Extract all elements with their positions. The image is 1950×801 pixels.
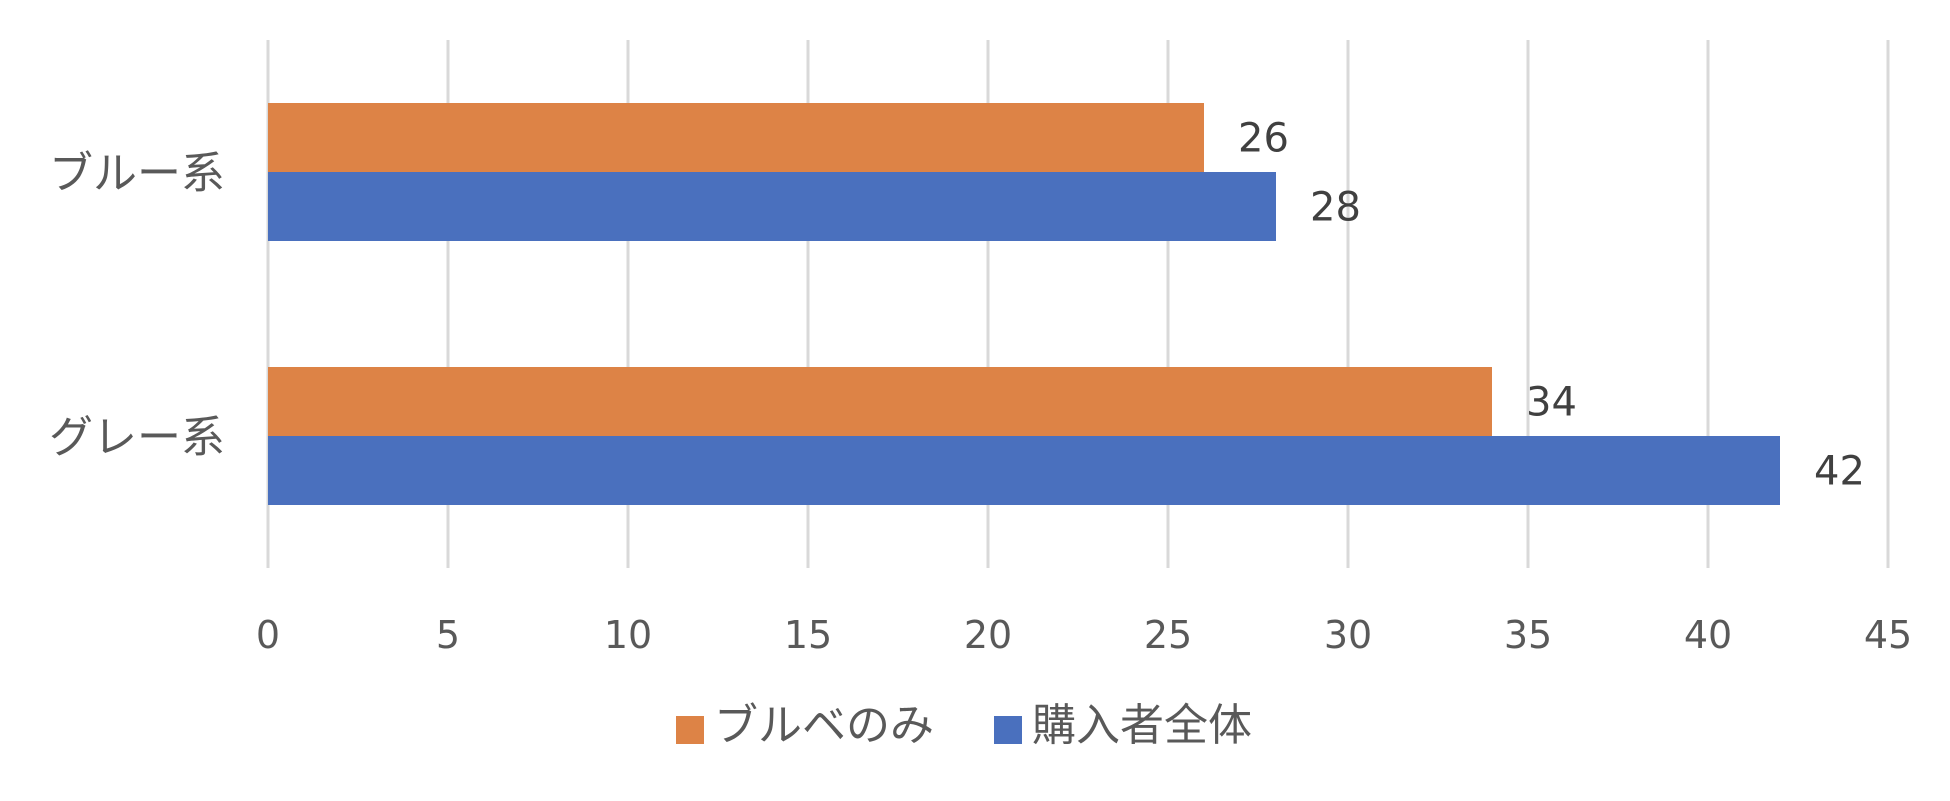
x-tick-label: 5 <box>436 613 460 657</box>
bar-series2-2 <box>268 436 1780 505</box>
data-label: 42 <box>1814 449 1865 495</box>
x-tick-label: 15 <box>784 613 832 657</box>
data-label: 34 <box>1526 380 1577 426</box>
x-tick-label: 45 <box>1864 613 1912 657</box>
data-labels: 26 28 34 42 <box>1238 116 1865 495</box>
category-label: グレー系 <box>49 412 225 463</box>
legend-label: 購入者全体 <box>1032 700 1252 751</box>
data-label: 28 <box>1310 185 1361 231</box>
legend-swatch <box>994 716 1022 744</box>
bars <box>268 103 1780 505</box>
bar-series2-1 <box>268 172 1276 241</box>
legend-label: ブルベのみ <box>714 700 934 751</box>
x-tick-label: 0 <box>256 613 280 657</box>
x-tick-label: 40 <box>1684 613 1732 657</box>
x-axis-ticks: 0 5 10 15 20 25 30 35 40 45 <box>256 613 1912 657</box>
bar-series1-2 <box>268 367 1492 436</box>
x-tick-label: 35 <box>1504 613 1552 657</box>
category-label: ブルー系 <box>49 148 225 199</box>
legend: ブルベのみ 購入者全体 <box>676 700 1252 751</box>
legend-swatch <box>676 716 704 744</box>
x-tick-label: 25 <box>1144 613 1192 657</box>
x-tick-label: 10 <box>604 613 652 657</box>
x-tick-label: 20 <box>964 613 1012 657</box>
data-label: 26 <box>1238 116 1289 162</box>
x-tick-label: 30 <box>1324 613 1372 657</box>
bar-series1-1 <box>268 103 1204 172</box>
